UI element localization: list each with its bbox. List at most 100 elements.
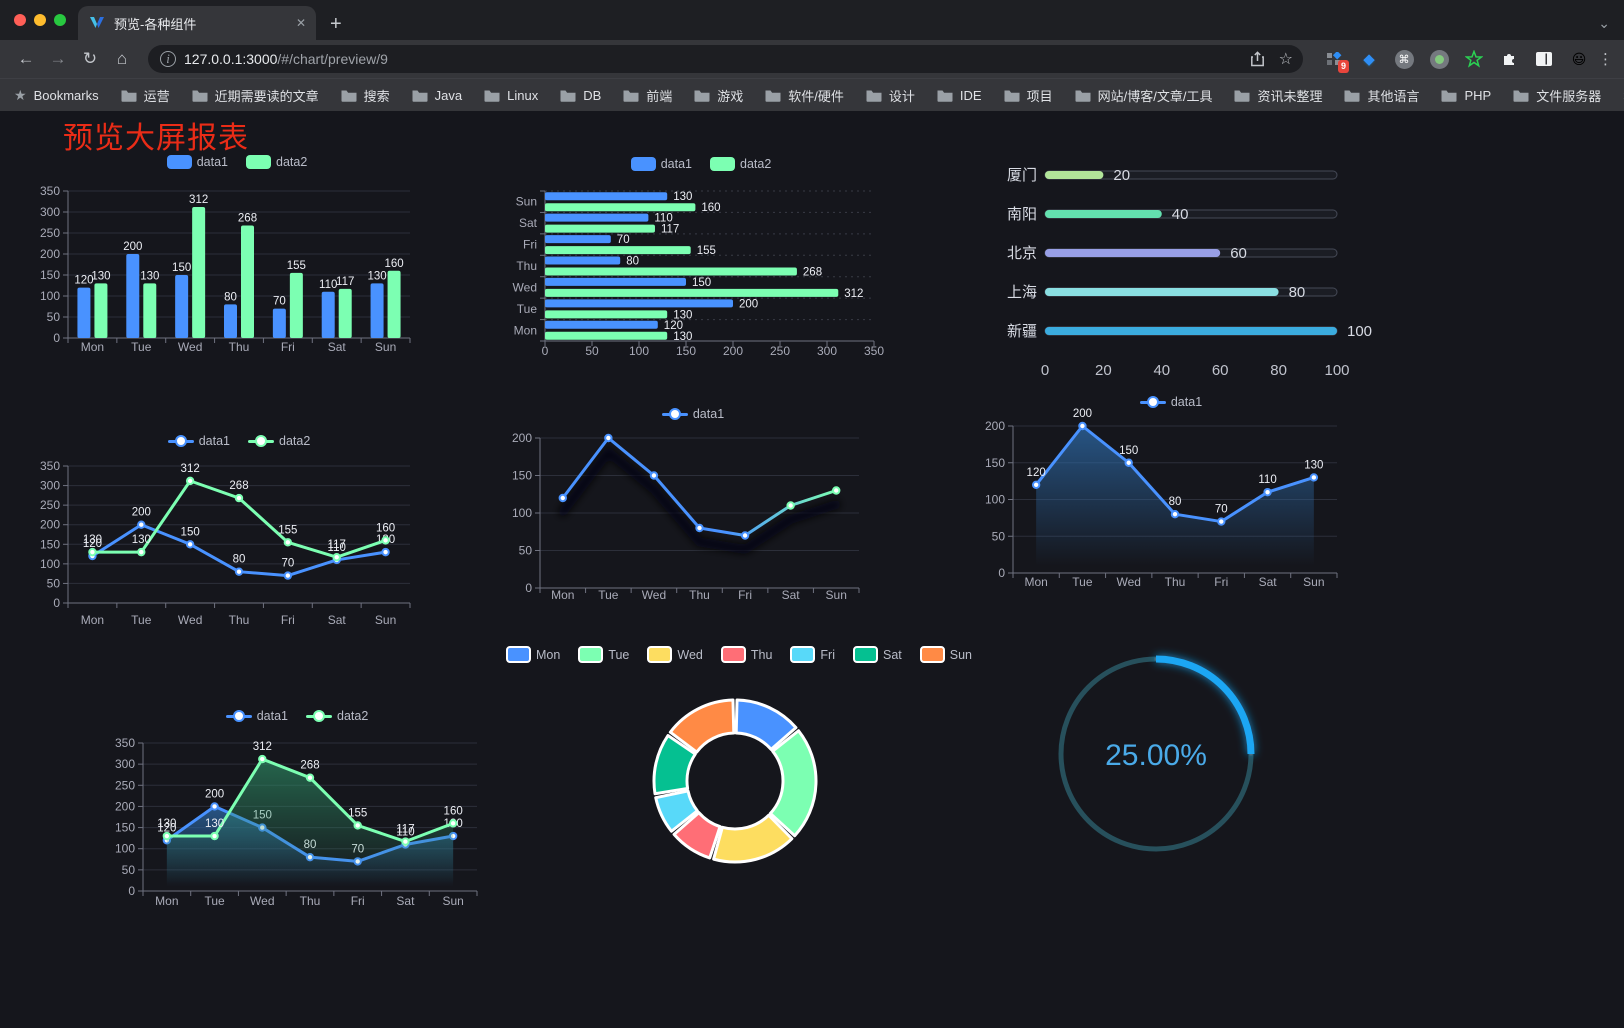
svg-text:Wed: Wed (250, 894, 274, 908)
page-info-icon[interactable]: i (160, 51, 176, 67)
bookmark-folder-item[interactable]: 其他语言 (1344, 86, 1419, 105)
svg-text:312: 312 (253, 741, 272, 753)
legend-item-data1[interactable]: data1 (225, 709, 288, 723)
green-star-extension-icon[interactable] (1463, 48, 1485, 70)
bookmark-folder-item[interactable]: 文件服务器 (1513, 86, 1601, 105)
window-zoom-button[interactable] (54, 14, 66, 26)
bar-chart-canvas[interactable]: 0 50 100 150 200 250 300 350 Mon Tue Wed Thu Fri Sat S… (38, 151, 436, 371)
svg-text:100: 100 (512, 506, 532, 520)
legend-item-Sat[interactable]: Sat (853, 646, 902, 663)
line2-chart-canvas[interactable]: 0 50 100 150 200 250 300 350 Mon Tue Wed Thu Fri Sat S… (40, 431, 438, 649)
pie-slice-Sat[interactable] (652, 734, 697, 796)
legend-item-data1[interactable]: data1 (630, 157, 692, 171)
svg-text:Thu: Thu (229, 340, 250, 354)
pie-slice-Tue[interactable] (768, 729, 818, 838)
tabstrip-chevron-icon[interactable]: ⌄ (1598, 15, 1610, 31)
line1-chart-canvas[interactable]: 0 50 100 150 200 Mon Tue Wed Thu Fri Sat Sun (495, 401, 891, 619)
bookmark-folder-item[interactable]: 网站/博客/文章/工具 (1075, 86, 1212, 105)
extension-grid-icon[interactable]: 9 (1323, 48, 1349, 73)
gauge-chart-canvas[interactable]: 25.00% (1040, 646, 1280, 866)
legend-item-Sun[interactable]: Sun (919, 646, 972, 663)
bookmark-folder-item[interactable]: 前端 (623, 86, 672, 105)
browser-tab[interactable]: 预览-各种组件 ✕ (78, 6, 316, 40)
legend-item-data1[interactable]: data1 (167, 434, 230, 448)
legend-item-data1[interactable]: data1 (661, 407, 724, 421)
svg-text:150: 150 (985, 456, 1005, 470)
bookmark-folder-item[interactable]: 运营 (121, 86, 170, 105)
new-tab-button[interactable]: + (330, 13, 342, 35)
reload-button[interactable]: ↻ (82, 49, 98, 68)
legend-item-Wed[interactable]: Wed (647, 646, 703, 663)
pie-chart-canvas[interactable] (545, 641, 933, 881)
legend-item-Thu[interactable]: Thu (720, 646, 772, 663)
bookmark-folder-item[interactable]: DB (560, 86, 601, 105)
bookmark-folder-item[interactable]: 设计 (866, 86, 915, 105)
pie-slice-Sun[interactable] (668, 698, 736, 754)
legend-item-data2[interactable]: data2 (248, 434, 310, 448)
pie-slice-Fri[interactable] (654, 789, 699, 833)
bookmark-folder-item[interactable]: Linux (484, 86, 538, 105)
home-button[interactable]: ⌂ (116, 49, 128, 68)
puzzle-extension-icon[interactable] (1498, 48, 1520, 70)
legend-item-data2[interactable]: data2 (246, 155, 307, 169)
window-close-button[interactable] (14, 14, 26, 26)
bookmark-folder-item[interactable]: IDE (937, 86, 982, 105)
svg-text:130: 130 (367, 270, 386, 282)
svg-text:350: 350 (40, 459, 60, 473)
page-content: 预览大屏报表 0 50 100 150 200 250 300 350 Mon Tue Wed Thu… (0, 111, 1624, 1028)
svg-text:80: 80 (233, 554, 246, 566)
bookmark-folder-item[interactable]: 游戏 (694, 86, 743, 105)
bookmark-folder-item[interactable]: 软件/硬件 (765, 86, 844, 105)
tab-close-icon[interactable]: ✕ (295, 16, 306, 30)
legend-item-data2[interactable]: data2 (306, 709, 368, 723)
legend-item-Mon[interactable]: Mon (505, 646, 560, 663)
svg-text:50: 50 (47, 576, 61, 590)
svg-text:160: 160 (701, 202, 720, 214)
bookmark-folder-item[interactable]: PHP (1441, 86, 1491, 105)
dot-extension-icon[interactable] (1428, 48, 1450, 70)
bookmark-star-icon[interactable]: ☆ (1278, 51, 1293, 68)
legend-item-data1[interactable]: data1 (1139, 395, 1202, 409)
emoji-extension-icon[interactable]: 😃 (1571, 50, 1587, 67)
bookmark-folder-item[interactable]: 项目 (1004, 86, 1053, 105)
folder-icon (1441, 89, 1457, 102)
svg-text:Wed: Wed (513, 280, 537, 294)
svg-text:250: 250 (115, 778, 135, 792)
area2-chart-canvas[interactable]: 0 50 100 150 200 250 300 350 Mon Tue Wed Thu Fri Sat S… (98, 706, 496, 926)
svg-text:80: 80 (626, 256, 639, 268)
svg-text:150: 150 (172, 262, 191, 274)
bookmark-folder-item[interactable]: Java (412, 86, 462, 105)
back-button[interactable]: ← (17, 49, 35, 68)
browser-toolbar: ← → ↻ ⌂ i 127.0.0.1:3000/#/chart/preview… (0, 40, 1624, 78)
pie-slice-Wed[interactable] (712, 813, 794, 864)
pie-slice-Thu[interactable] (672, 811, 722, 860)
legend-item-Fri[interactable]: Fri (790, 646, 835, 663)
browser-menu-kebab-icon[interactable]: ⋮ (1598, 51, 1613, 68)
legend-item-Tue[interactable]: Tue (578, 646, 629, 663)
svg-text:Sun: Sun (1303, 575, 1324, 589)
url-bar[interactable]: i 127.0.0.1:3000/#/chart/preview/9 ☆ (148, 45, 1303, 73)
window-minimize-button[interactable] (34, 14, 46, 26)
bookmarks-root[interactable]: ★ Bookmarks (14, 86, 99, 103)
legend-item-data2[interactable]: data2 (710, 157, 771, 171)
legend-item-data1[interactable]: data1 (166, 155, 228, 169)
legend-swatch (720, 646, 746, 663)
legend-swatch (1139, 396, 1166, 408)
svg-text:Mon: Mon (81, 340, 104, 354)
bookmark-folder-item[interactable]: 搜索 (341, 86, 390, 105)
share-icon[interactable] (1250, 51, 1265, 67)
area1-chart-canvas[interactable]: 0 50 100 150 200 Mon Tue Wed Thu Fri Sat Sun 120 200 1… (975, 389, 1367, 607)
gem-extension-icon[interactable]: ◆ (1363, 51, 1375, 68)
progress-chart-canvas[interactable]: 厦门 20 南阳 40 北京 60 上海 80 新疆 100 0 20 40 60 80 100 (990, 151, 1372, 396)
svg-text:155: 155 (287, 260, 306, 272)
legend-swatch (578, 646, 604, 663)
pie-slice-Mon[interactable] (734, 698, 798, 751)
command-extension-icon[interactable]: ⌘ (1393, 48, 1415, 70)
svg-text:北京: 北京 (1007, 245, 1037, 262)
bookmark-folder-item[interactable]: 近期需要读的文章 (192, 86, 319, 105)
sidebar-extension-icon[interactable] (1533, 48, 1555, 70)
bookmark-folder-item[interactable]: 资讯未整理 (1234, 86, 1322, 105)
svg-text:50: 50 (47, 310, 61, 324)
forward-button[interactable]: → (49, 49, 67, 68)
